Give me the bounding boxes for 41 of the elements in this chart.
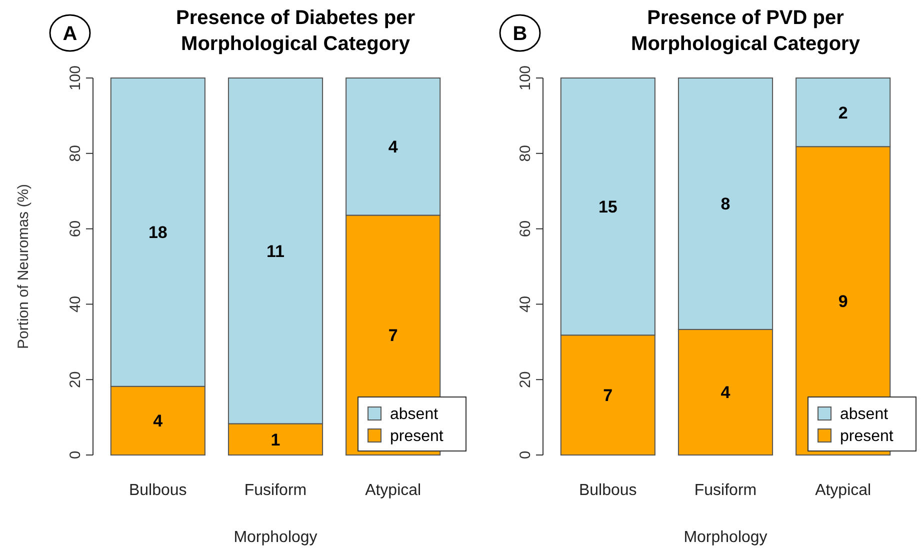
x-tick-label: Bulbous bbox=[129, 482, 187, 499]
y-tick-label: 60 bbox=[67, 220, 84, 238]
chart-title: Presence of Diabetes per Morphological Category bbox=[176, 7, 416, 55]
y-axis-title: Portion of Neuromas (%) bbox=[15, 184, 32, 350]
x-axis-title: Morphology bbox=[234, 529, 318, 546]
y-tick-label: 60 bbox=[517, 220, 534, 238]
annotation: 4 bbox=[388, 138, 398, 157]
y-tick-label: 80 bbox=[517, 145, 534, 162]
annotation: 7 bbox=[388, 326, 398, 346]
legend-label: present bbox=[840, 428, 894, 445]
annotation: 11 bbox=[266, 242, 284, 261]
y-tick-label: 100 bbox=[517, 65, 534, 91]
y-tick-label: 100 bbox=[67, 65, 84, 91]
annotation: 7 bbox=[603, 386, 613, 406]
y-tick-label: 20 bbox=[67, 371, 84, 388]
annotation: 2 bbox=[838, 103, 848, 122]
x-tick-label: Fusiform bbox=[694, 482, 757, 499]
x-tick-label: Bulbous bbox=[579, 482, 637, 499]
annotation: 18 bbox=[148, 223, 168, 242]
y-tick-label: 20 bbox=[517, 371, 534, 388]
legend-label: present bbox=[390, 428, 444, 445]
y-tick-label: 40 bbox=[517, 296, 534, 313]
chart-title: Presence of PVD per Morphological Category bbox=[631, 7, 861, 55]
annotation: 15 bbox=[598, 198, 618, 217]
y-tick-label: 80 bbox=[67, 145, 84, 162]
y-tick-label: 0 bbox=[67, 450, 84, 460]
y-tick-label: 40 bbox=[67, 296, 84, 313]
x-tick-label: Atypical bbox=[365, 482, 422, 499]
text: A bbox=[62, 23, 78, 45]
annotation: 4 bbox=[153, 412, 164, 431]
y-tick-label: 0 bbox=[517, 450, 534, 460]
x-tick-label: Fusiform bbox=[244, 482, 307, 499]
annotation: 9 bbox=[838, 292, 848, 311]
text: B bbox=[512, 23, 528, 45]
annotation: 1 bbox=[270, 430, 280, 450]
annotation: 8 bbox=[720, 194, 730, 214]
x-axis-title: Morphology bbox=[684, 529, 768, 546]
legend-label: absent bbox=[390, 406, 439, 423]
x-tick-label: Atypical bbox=[815, 482, 872, 499]
legend-label: absent bbox=[840, 406, 889, 423]
annotation: 4 bbox=[720, 383, 731, 402]
